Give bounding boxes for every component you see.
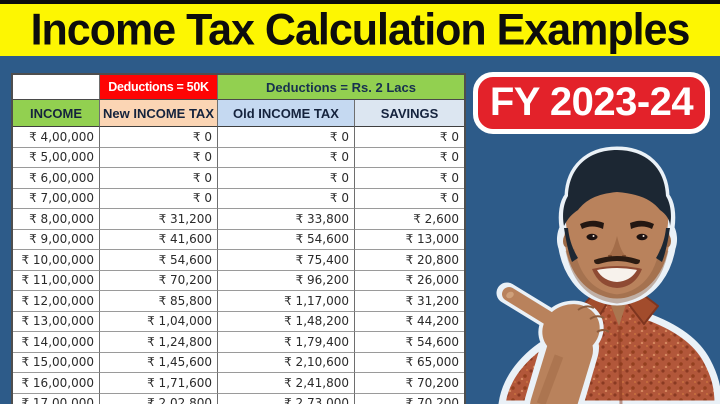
table-cell: ₹ 54,600	[100, 250, 218, 271]
table-cell: ₹ 7,00,000	[13, 188, 100, 209]
column-header-new-income-tax: New INCOME TAX	[100, 100, 218, 127]
table-cell: ₹ 0	[100, 168, 218, 189]
table-cell: ₹ 20,800	[355, 250, 464, 271]
top-border	[0, 0, 720, 4]
table-cell: ₹ 0	[218, 188, 355, 209]
table-cell: ₹ 1,71,600	[100, 373, 218, 394]
presenter-pointing-hand	[496, 282, 610, 404]
table-cell: ₹ 1,24,800	[100, 332, 218, 353]
table-cell: ₹ 16,00,000	[13, 373, 100, 394]
title-banner: Income Tax Calculation Examples	[0, 4, 720, 56]
table-cell: ₹ 0	[218, 168, 355, 189]
table-cell: ₹ 70,200	[100, 270, 218, 291]
presenter-face	[556, 146, 678, 306]
table-cell: ₹ 8,00,000	[13, 209, 100, 230]
page-title: Income Tax Calculation Examples	[30, 4, 691, 55]
table-cell: ₹ 33,800	[218, 209, 355, 230]
presenter-photo	[496, 146, 720, 404]
column-header-savings: SAVINGS	[355, 100, 464, 127]
table-cell: ₹ 6,00,000	[13, 168, 100, 189]
table-cell: ₹ 11,00,000	[13, 270, 100, 291]
table-cell: ₹ 17,00,000	[13, 393, 100, 404]
table-cell: ₹ 85,800	[100, 291, 218, 312]
table-cell: ₹ 14,00,000	[13, 332, 100, 353]
table-cell: ₹ 31,200	[100, 209, 218, 230]
table-cell: ₹ 1,45,600	[100, 352, 218, 373]
table-cell: ₹ 10,00,000	[13, 250, 100, 271]
table-cell: ₹ 65,000	[355, 352, 464, 373]
table-cell: ₹ 0	[218, 127, 355, 148]
deductions-2lacs-header: Deductions = Rs. 2 Lacs	[218, 75, 464, 100]
table-cell: ₹ 0	[355, 168, 464, 189]
table-cell: ₹ 0	[100, 147, 218, 168]
column-header-old-income-tax: Old INCOME TAX	[218, 100, 355, 127]
table-cell: ₹ 26,000	[355, 270, 464, 291]
table-cell: ₹ 31,200	[355, 291, 464, 312]
table-cell: ₹ 4,00,000	[13, 127, 100, 148]
table-cell: ₹ 15,00,000	[13, 352, 100, 373]
table-cell: ₹ 1,04,000	[100, 311, 218, 332]
presenter-hair	[563, 150, 671, 262]
table-cell: ₹ 0	[218, 147, 355, 168]
table-cell: ₹ 75,400	[218, 250, 355, 271]
table-cell: ₹ 13,00,000	[13, 311, 100, 332]
table-cell: ₹ 2,41,800	[218, 373, 355, 394]
table-cell: ₹ 9,00,000	[13, 229, 100, 250]
table-cell: ₹ 1,17,000	[218, 291, 355, 312]
table-cell: ₹ 54,600	[355, 332, 464, 353]
corner-cell	[13, 75, 100, 100]
fy-badge-label: FY 2023-24	[489, 80, 694, 124]
table-cell: ₹ 2,10,600	[218, 352, 355, 373]
table-cell: ₹ 96,200	[218, 270, 355, 291]
table-cell: ₹ 54,600	[218, 229, 355, 250]
table-cell: ₹ 0	[100, 127, 218, 148]
table-cell: ₹ 44,200	[355, 311, 464, 332]
column-header-income: INCOME	[13, 100, 100, 127]
table-cell: ₹ 0	[355, 147, 464, 168]
table-cell: ₹ 70,200	[355, 393, 464, 404]
table-cell: ₹ 1,79,400	[218, 332, 355, 353]
table-cell: ₹ 2,02,800	[100, 393, 218, 404]
table-cell: ₹ 0	[355, 127, 464, 148]
table-cell: ₹ 1,48,200	[218, 311, 355, 332]
table-cell: ₹ 70,200	[355, 373, 464, 394]
table-cell: ₹ 2,600	[355, 209, 464, 230]
table-cell: ₹ 2,73,000	[218, 393, 355, 404]
deductions-50k-header: Deductions = 50K	[100, 75, 218, 100]
table-cell: ₹ 12,00,000	[13, 291, 100, 312]
table-cell: ₹ 41,600	[100, 229, 218, 250]
table-cell: ₹ 5,00,000	[13, 147, 100, 168]
fy-badge: FY 2023-24	[473, 72, 710, 134]
table-cell: ₹ 0	[100, 188, 218, 209]
table-cell: ₹ 0	[355, 188, 464, 209]
income-tax-table: Deductions = 50K Deductions = Rs. 2 Lacs I…	[11, 73, 466, 404]
table-cell: ₹ 13,000	[355, 229, 464, 250]
